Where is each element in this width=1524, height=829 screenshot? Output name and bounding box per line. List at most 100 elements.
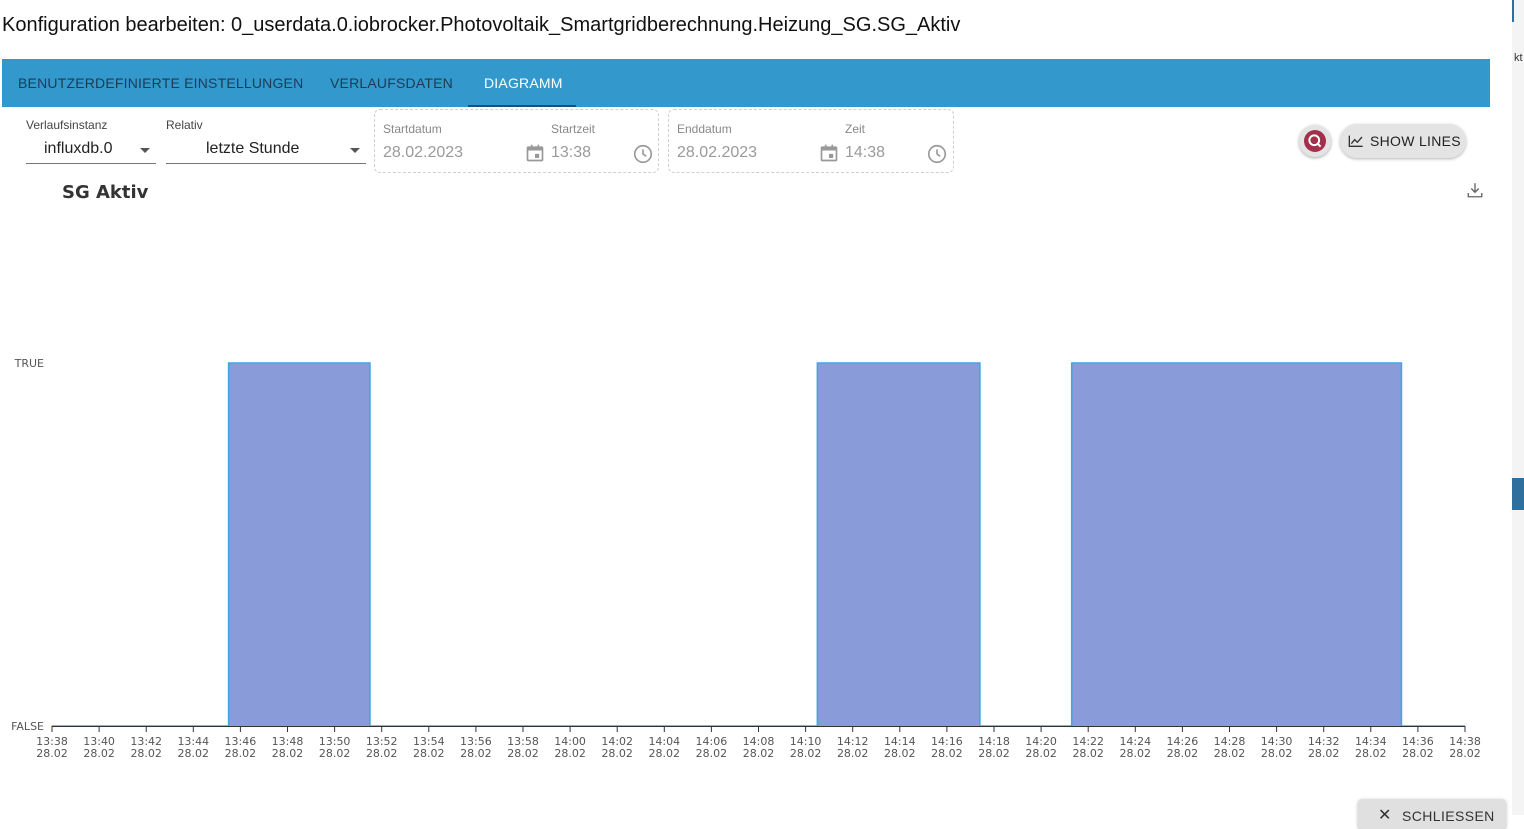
x-tick-label: 13:52 <box>366 735 398 748</box>
instance-select[interactable]: influxdb.0 <box>26 138 156 164</box>
x-tick-date-label: 28.02 <box>790 747 822 760</box>
show-lines-button[interactable]: SHOW LINES <box>1340 124 1466 158</box>
close-button[interactable]: ✕ SCHLIESSEN <box>1358 799 1506 829</box>
y-tick-label: FALSE <box>11 720 44 733</box>
x-tick-date-label: 28.02 <box>507 747 539 760</box>
x-tick-date-label: 28.02 <box>931 747 963 760</box>
x-tick-label: 13:42 <box>130 735 162 748</box>
x-tick-date-label: 28.02 <box>978 747 1010 760</box>
x-tick-label: 14:14 <box>884 735 916 748</box>
relative-value: letzte Stunde <box>206 140 300 157</box>
x-tick-label: 14:36 <box>1402 735 1434 748</box>
x-tick-label: 14:22 <box>1072 735 1104 748</box>
end-range-box: Enddatum 28.02.2023 Zeit 14:38 <box>668 109 954 173</box>
search-button[interactable] <box>1299 125 1331 157</box>
x-tick-label: 13:40 <box>83 735 115 748</box>
x-tick-date-label: 28.02 <box>837 747 869 760</box>
x-tick-label: 14:34 <box>1355 735 1387 748</box>
x-tick-label: 14:08 <box>743 735 775 748</box>
x-tick-date-label: 28.02 <box>884 747 916 760</box>
chart-canvas: FALSETRUE13:3828.0213:4028.0213:4228.021… <box>11 357 1481 760</box>
search-icon <box>1308 134 1322 148</box>
end-time-label: Zeit <box>845 122 866 136</box>
chart-title: SG Aktiv <box>62 182 149 203</box>
x-tick-label: 14:06 <box>696 735 728 748</box>
calendar-icon[interactable] <box>819 143 839 163</box>
start-date-label: Startdatum <box>383 122 442 136</box>
close-label: SCHLIESSEN <box>1402 808 1495 824</box>
chart-area-segment <box>817 363 980 726</box>
x-tick-label: 13:46 <box>225 735 257 748</box>
x-tick-label: 13:48 <box>272 735 304 748</box>
chevron-down-icon <box>350 148 360 153</box>
x-tick-label: 13:56 <box>460 735 492 748</box>
x-tick-label: 13:38 <box>36 735 68 748</box>
x-tick-date-label: 28.02 <box>130 747 162 760</box>
x-tick-date-label: 28.02 <box>601 747 633 760</box>
line-chart-icon <box>1348 135 1363 147</box>
x-tick-label: 14:30 <box>1261 735 1293 748</box>
x-tick-date-label: 28.02 <box>1355 747 1387 760</box>
x-tick-date-label: 28.02 <box>36 747 68 760</box>
tab-history-data[interactable]: VERLAUFSDATEN <box>330 75 453 91</box>
x-tick-date-label: 28.02 <box>272 747 304 760</box>
start-range-box: Startdatum 28.02.2023 Startzeit 13:38 <box>374 109 659 173</box>
x-tick-date-label: 28.02 <box>1072 747 1104 760</box>
x-tick-date-label: 28.02 <box>1120 747 1152 760</box>
chart-area-segment <box>1071 363 1402 726</box>
edge-accent <box>1512 478 1524 510</box>
chart-area-segment <box>228 363 370 726</box>
x-tick-label: 14:38 <box>1449 735 1481 748</box>
x-tick-label: 14:28 <box>1214 735 1246 748</box>
x-tick-label: 14:20 <box>1025 735 1057 748</box>
edge-accent <box>1512 0 1514 22</box>
x-tick-label: 13:58 <box>507 735 539 748</box>
start-date-field[interactable]: 28.02.2023 <box>383 144 464 161</box>
x-tick-date-label: 28.02 <box>1261 747 1293 760</box>
x-tick-date-label: 28.02 <box>460 747 492 760</box>
dialog-title: Konfiguration bearbeiten: 0_userdata.0.i… <box>2 14 961 36</box>
x-tick-date-label: 28.02 <box>83 747 115 760</box>
tab-bar: BENUTZERDEFINIERTE EINSTELLUNGEN VERLAUF… <box>2 59 1490 107</box>
relative-select[interactable]: letzte Stunde <box>166 138 366 164</box>
clock-icon[interactable] <box>926 143 948 165</box>
show-lines-label: SHOW LINES <box>1370 133 1461 149</box>
instance-value: influxdb.0 <box>44 140 113 157</box>
x-tick-date-label: 28.02 <box>1402 747 1434 760</box>
y-tick-label: TRUE <box>14 357 44 370</box>
download-icon[interactable] <box>1466 181 1484 199</box>
relative-label: Relativ <box>166 118 203 132</box>
calendar-icon[interactable] <box>525 143 545 163</box>
x-tick-label: 13:44 <box>177 735 209 748</box>
x-tick-label: 14:18 <box>978 735 1010 748</box>
start-time-field[interactable]: 13:38 <box>551 144 592 161</box>
chart-series-line <box>52 362 1465 727</box>
x-tick-label: 14:00 <box>554 735 586 748</box>
x-tick-date-label: 28.02 <box>319 747 351 760</box>
x-tick-label: 13:50 <box>319 735 351 748</box>
x-tick-date-label: 28.02 <box>178 747 210 760</box>
x-tick-date-label: 28.02 <box>413 747 445 760</box>
x-tick-date-label: 28.02 <box>1308 747 1340 760</box>
x-tick-date-label: 28.02 <box>1214 747 1246 760</box>
x-tick-label: 14:16 <box>931 735 963 748</box>
tab-custom-settings[interactable]: BENUTZERDEFINIERTE EINSTELLUNGEN <box>18 75 304 91</box>
x-tick-label: 14:04 <box>648 735 680 748</box>
x-tick-date-label: 28.02 <box>696 747 728 760</box>
x-tick-date-label: 28.02 <box>1449 747 1481 760</box>
chevron-down-icon <box>140 148 150 153</box>
x-tick-date-label: 28.02 <box>743 747 775 760</box>
end-date-field[interactable]: 28.02.2023 <box>677 144 758 161</box>
x-tick-date-label: 28.02 <box>649 747 681 760</box>
end-time-field[interactable]: 14:38 <box>845 144 886 161</box>
x-tick-label: 14:32 <box>1308 735 1340 748</box>
x-tick-date-label: 28.02 <box>366 747 398 760</box>
x-tick-label: 14:02 <box>601 735 633 748</box>
end-date-label: Enddatum <box>677 122 732 136</box>
clock-icon[interactable] <box>632 143 654 165</box>
tab-diagram[interactable]: DIAGRAMM <box>468 59 576 107</box>
x-tick-label: 14:26 <box>1167 735 1199 748</box>
close-icon: ✕ <box>1378 807 1392 824</box>
background-window-edge: kt <box>1512 0 1524 815</box>
x-tick-label: 13:54 <box>413 735 445 748</box>
